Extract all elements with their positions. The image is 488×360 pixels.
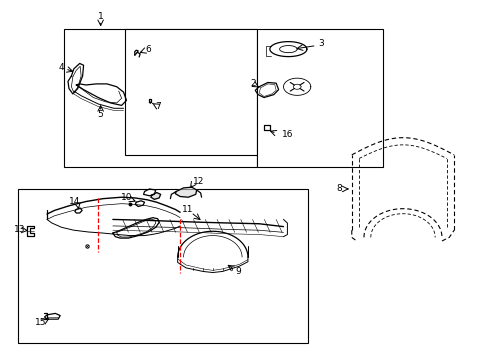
Text: 16: 16 xyxy=(281,130,293,139)
Text: 9: 9 xyxy=(235,267,241,276)
Text: 7: 7 xyxy=(155,102,160,111)
Text: 1: 1 xyxy=(98,12,103,21)
Text: 15: 15 xyxy=(35,318,46,327)
Polygon shape xyxy=(175,187,196,197)
Bar xyxy=(125,30,256,155)
Text: 13: 13 xyxy=(14,225,25,234)
Text: 4: 4 xyxy=(58,63,64,72)
Text: 11: 11 xyxy=(182,205,193,214)
Bar xyxy=(64,30,256,167)
Text: 2: 2 xyxy=(250,80,256,89)
Text: 5: 5 xyxy=(98,110,103,119)
Bar xyxy=(18,189,307,343)
Text: 12: 12 xyxy=(192,176,203,185)
Bar xyxy=(256,30,383,167)
Polygon shape xyxy=(151,193,160,199)
Text: 14: 14 xyxy=(69,197,81,206)
Text: 3: 3 xyxy=(318,39,324,48)
Text: 8: 8 xyxy=(336,184,342,193)
Text: 10: 10 xyxy=(121,193,132,202)
Text: 6: 6 xyxy=(145,45,151,54)
